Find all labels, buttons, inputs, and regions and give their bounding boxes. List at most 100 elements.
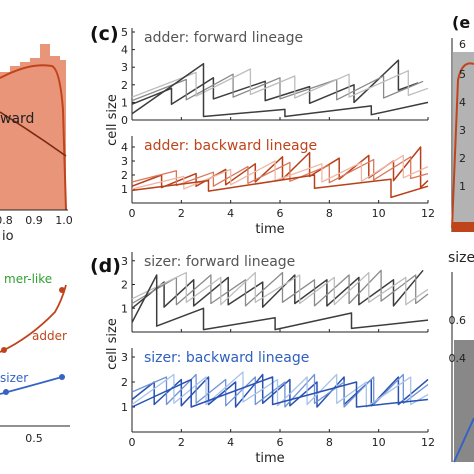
adder-curve [0,284,67,353]
lineage-title: sizer: backward lineage [144,350,309,366]
y-tick-label: 1 [121,96,128,109]
x-tick-label: 8 [326,436,333,449]
hist-x-tick: 0.8 [0,214,13,227]
hist-line-label: ward [0,111,34,127]
right-top-tick: 6 [459,38,466,51]
right-top-tick: 5 [459,68,466,81]
left-bottom-x-tick: 0.5 [25,432,43,445]
panel-label-d: (d) [90,255,121,277]
hist-x-tick: 0.9 [25,214,43,227]
hist-bar [50,56,60,210]
y-tick-label: 3 [121,255,128,268]
x-tick-label: 6 [277,207,284,220]
panel-label-e: (e [452,13,470,32]
lineage-series-line [131,271,429,306]
x-tick-label: 8 [326,207,333,220]
lineage-panel-c-forward: 0 1 2 3 4 5 adder: forward lineage [121,26,429,127]
y-axis-label: cell size [105,94,120,146]
y-tick-label: 1 [121,401,128,414]
lineage-series-line [131,156,429,187]
right-top-tick: 3 [459,124,466,137]
adder-point [1,347,7,353]
lineage-series-line [131,59,419,105]
y-tick-label: 4 [121,141,128,154]
y-tick-label: 3 [121,61,128,74]
right-bottom-tick: 0.4 [449,352,467,365]
hist-fit-curve-upper [0,64,67,211]
lineage-title: sizer: forward lineage [144,254,295,270]
y-axis-label: cell size [105,318,120,370]
adder-point [59,287,65,293]
right-top-tick: 4 [459,96,466,109]
x-tick-label: 12 [421,436,435,449]
lineage-series-line [131,269,429,307]
right-top-tick: 2 [459,152,466,165]
hist-bar [0,72,10,210]
hist-bar [10,66,20,210]
y-tick-label: 5 [121,26,128,39]
x-tick-label: 10 [372,436,386,449]
right-top-red-bar [452,222,474,232]
hist-x-label: io [2,229,14,244]
x-tick-label: 0 [129,207,136,220]
y-tick-label: 3 [121,351,128,364]
x-tick-label: 2 [178,207,185,220]
adder-label: adder [32,329,67,343]
y-tick-label: 2 [121,376,128,389]
right-bottom-tick: 0.6 [449,314,467,327]
timer-like-label: mer-like [4,272,52,286]
right-top-partial-plot: 6 5 4 3 2 1 [451,38,474,232]
sizer-label: sizer [0,371,28,385]
lineage-series-line [131,371,429,408]
lineage-series-line [131,269,424,309]
x-tick-label: 4 [227,207,234,220]
y-tick-label: 2 [121,279,128,292]
y-tick-label: 3 [121,155,128,168]
lineage-series-line [131,376,429,408]
x-tick-label: 6 [277,436,284,449]
y-tick-label: 2 [121,79,128,92]
lineage-series-line [131,73,424,102]
lineage-series-line [131,154,429,190]
x-tick-label: 10 [372,207,386,220]
lineage-series-line [131,373,429,408]
x-axis-label: time [255,451,284,466]
y-tick-label: 0 [121,114,128,127]
right-top-curve [451,62,474,229]
y-tick-label: 4 [121,44,128,57]
hist-bar [20,62,30,210]
lineage-title: adder: forward lineage [144,30,303,46]
x-axis-label: time [255,222,284,237]
right-bottom-curve [453,417,474,463]
left-scaling-plot: mer-like adder sizer 0.5 [0,272,70,445]
sizer-right-label: sizer: [448,250,474,266]
hist-fit-curve-lower [0,111,67,157]
lineage-series-line [131,62,429,118]
sizer-point [3,389,9,395]
lineage-series-line [131,274,429,331]
lineage-title: adder: backward lineage [144,138,317,154]
x-tick-label: 0 [129,436,136,449]
y-tick-label: 2 [121,169,128,182]
sizer-point [59,374,65,380]
right-bottom-bar [454,340,474,462]
x-tick-label: 2 [178,436,185,449]
hist-x-tick: 1.0 [55,214,73,227]
lineage-series-line [131,174,429,199]
lineage-series-line [131,373,429,408]
y-tick-label: 1 [121,302,128,315]
x-tick-label: 4 [227,436,234,449]
x-tick-label: 12 [421,207,435,220]
lineage-series-line [131,68,429,99]
y-tick-label: 1 [121,183,128,196]
right-top-tick: 1 [459,180,466,193]
panel-label-c: (c) [90,23,119,45]
lineage-series-line [131,146,429,189]
lineage-panel-d-forward: 1 2 3 sizer: forward lineage [121,252,429,333]
hist-bar [40,44,50,210]
left-histogram: ward 0.8 0.9 1.0 io [0,44,73,244]
